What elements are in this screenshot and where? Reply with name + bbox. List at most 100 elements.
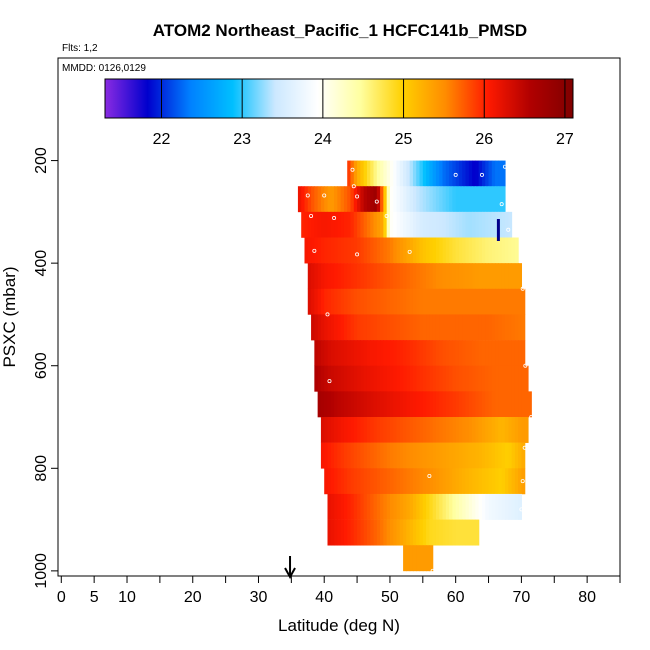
sample-point: [519, 507, 524, 512]
y-tick-label: 600: [33, 352, 50, 379]
heatmap-cell: [334, 186, 338, 213]
heatmap-cell: [386, 468, 391, 495]
heatmap-cell: [334, 237, 338, 264]
heatmap-cell: [307, 263, 312, 290]
heatmap-cell: [501, 288, 506, 315]
heatmap-cell: [481, 391, 486, 418]
sample-point: [327, 379, 332, 384]
heatmap-cell: [399, 160, 404, 187]
heatmap-cell: [373, 493, 378, 520]
heatmap-cell: [514, 493, 519, 520]
heatmap-cell: [330, 468, 335, 495]
heatmap-cell: [380, 468, 384, 495]
heatmap-cell: [416, 263, 421, 290]
heatmap-cell: [363, 186, 368, 213]
heatmap-cell: [370, 263, 375, 290]
heatmap-cell: [317, 186, 322, 213]
heatmap-cell: [491, 442, 496, 469]
heatmap-cell: [508, 493, 513, 520]
heatmap-cell: [334, 493, 338, 520]
heatmap-cell: [452, 365, 457, 392]
heatmap-cell: [399, 186, 404, 213]
heatmap-cell: [445, 493, 450, 520]
heatmap-cell: [465, 519, 470, 546]
heatmap-cell: [383, 365, 388, 392]
heatmap-cell: [376, 340, 381, 367]
heatmap-cell: [409, 340, 414, 367]
heatmap-cell: [468, 160, 473, 187]
sample-point: [312, 248, 317, 253]
heatmap-cell: [373, 314, 378, 341]
heatmap-cell: [334, 314, 338, 341]
heatmap-cell: [475, 365, 480, 392]
heatmap-cell: [442, 288, 447, 315]
heatmap-cell: [485, 442, 490, 469]
heatmap-cell: [399, 365, 404, 392]
heatmap-cell: [498, 391, 503, 418]
heatmap-cell: [439, 160, 444, 187]
heatmap-cell: [343, 237, 348, 264]
heatmap-cell: [449, 160, 453, 187]
heatmap-cell: [442, 493, 447, 520]
y-axis: 200 400 600 800 1000: [33, 147, 58, 589]
heatmap-cell: [393, 493, 398, 520]
heatmap-cell: [403, 186, 407, 213]
heatmap-cell: [504, 237, 509, 264]
heatmap-cell: [396, 211, 401, 238]
heatmap-cell: [360, 442, 365, 469]
heatmap-cell: [426, 442, 430, 469]
heatmap-cell: [393, 263, 398, 290]
heatmap-cell: [327, 442, 332, 469]
heatmap-cell: [429, 314, 434, 341]
heatmap-cell: [472, 340, 476, 367]
x-axis-label: Latitude (deg N): [278, 616, 400, 635]
heatmap-cell: [340, 417, 345, 443]
heatmap-cell: [478, 237, 483, 264]
sample-point: [355, 252, 360, 257]
heatmap-cell: [452, 314, 457, 341]
heatmap-cell: [327, 391, 332, 418]
heatmap-cell: [412, 442, 417, 469]
heatmap-cell: [422, 365, 427, 392]
heatmap-cell: [514, 468, 519, 495]
heatmap-cell: [429, 160, 434, 187]
sample-point: [520, 286, 525, 291]
heatmap-cell: [435, 391, 440, 418]
heatmap-cell: [416, 340, 421, 367]
heatmap-cell: [337, 263, 342, 290]
heatmap-cell: [340, 263, 345, 290]
heatmap-cell: [419, 186, 424, 213]
heatmap-cell: [396, 288, 401, 315]
heatmap-cell: [373, 417, 378, 443]
heatmap-cell: [455, 365, 460, 392]
heatmap-cell: [524, 365, 529, 392]
heatmap-cell: [422, 391, 427, 418]
heatmap-cell: [347, 314, 352, 341]
heatmap-cell: [399, 237, 404, 264]
heatmap-cell: [468, 417, 473, 443]
heatmap-cell: [357, 160, 361, 187]
heatmap-cell: [383, 288, 388, 315]
heatmap-cell: [449, 442, 453, 469]
heatmap-cell: [432, 468, 437, 495]
heatmap-cell: [357, 442, 361, 469]
heatmap-cell: [396, 340, 401, 367]
heatmap-cell: [360, 340, 365, 367]
heatmap-cell: [501, 468, 506, 495]
heatmap-cell: [412, 314, 417, 341]
heatmap-cell: [432, 186, 437, 213]
heatmap-cell: [488, 314, 493, 341]
heatmap-cell: [383, 340, 388, 367]
heatmap-cell: [439, 493, 444, 520]
heatmap-cell: [422, 263, 427, 290]
heatmap-cell: [301, 186, 306, 213]
heatmap-cell: [314, 340, 319, 367]
heatmap-cell: [399, 314, 404, 341]
heatmap-cell: [376, 493, 381, 520]
heatmap-cell: [472, 211, 476, 238]
heatmap-cell: [452, 442, 457, 469]
heatmap-cell: [330, 211, 335, 238]
heatmap-cell: [337, 288, 342, 315]
heatmap-cell: [386, 519, 391, 546]
heatmap-cell: [393, 340, 398, 367]
